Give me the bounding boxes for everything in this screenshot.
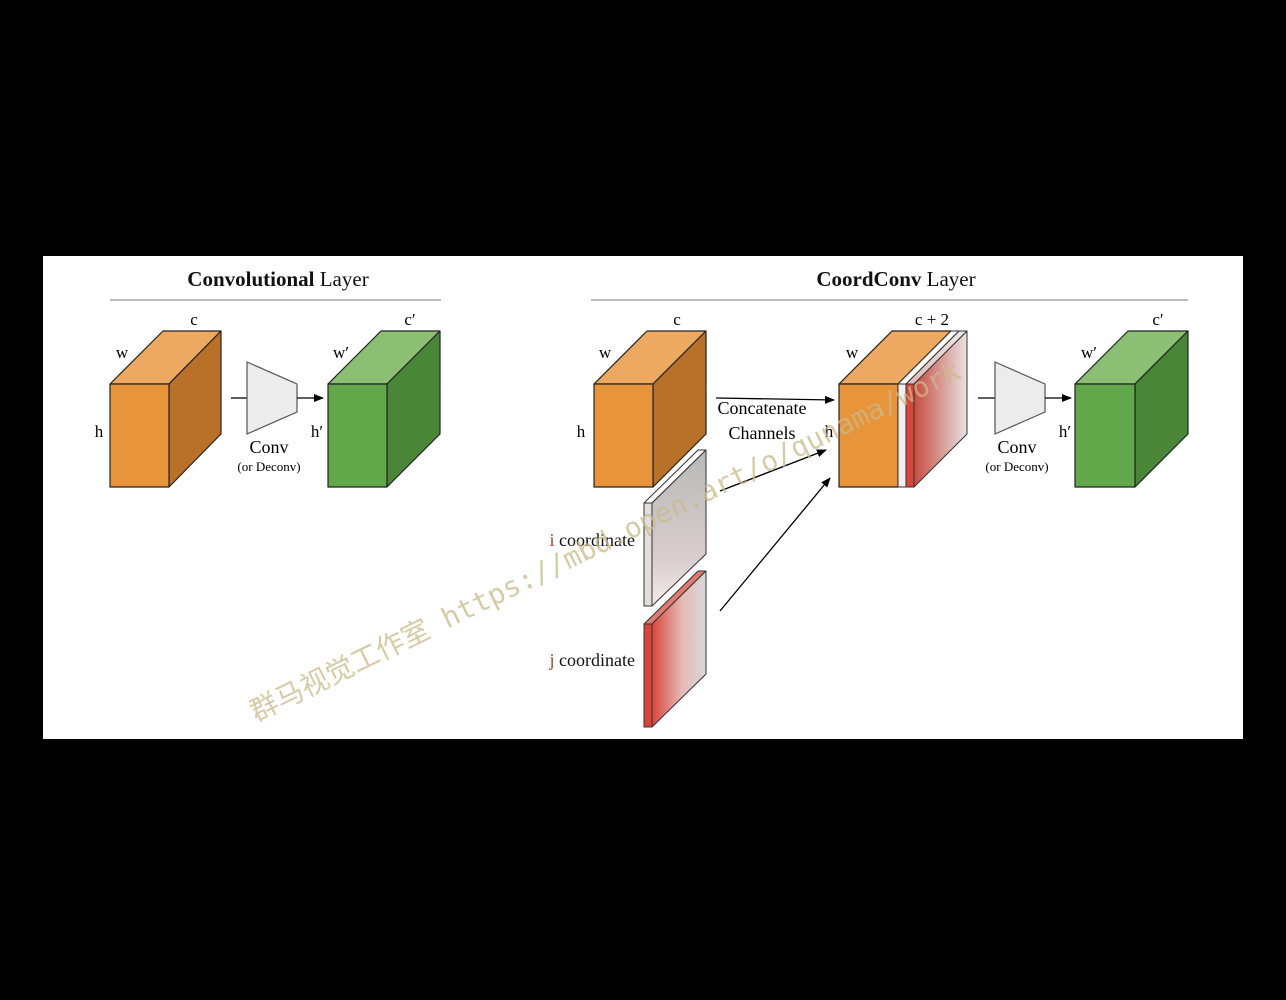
concat-arrow-i bbox=[719, 449, 827, 492]
right-input-c-label: c bbox=[673, 310, 681, 329]
right-output-tensor bbox=[1074, 330, 1189, 488]
left-output-tensor bbox=[327, 330, 441, 488]
i-coordinate-slab bbox=[643, 449, 707, 607]
left-conv-label: Conv bbox=[249, 437, 288, 457]
slab-front bbox=[905, 383, 915, 488]
left-output-c-label: c′ bbox=[404, 310, 415, 329]
left-conv-trapezoid bbox=[246, 361, 298, 435]
left-conv-sublabel: (or Deconv) bbox=[237, 459, 300, 474]
left-input-tensor bbox=[109, 330, 222, 488]
right-input-h-label: h bbox=[577, 422, 586, 441]
left-output-w-label: w′ bbox=[333, 343, 349, 362]
right-output-c-label: c′ bbox=[1152, 310, 1163, 329]
slab-front bbox=[643, 502, 653, 607]
concatenated-j-slab bbox=[905, 330, 968, 488]
right-input-tensor bbox=[593, 330, 707, 488]
cube-front bbox=[593, 383, 654, 488]
right-output-h-label: h′ bbox=[1059, 422, 1071, 441]
left-input-h-label: h bbox=[95, 422, 104, 441]
left-input-w-label: w bbox=[116, 343, 129, 362]
left-output-h-label: h′ bbox=[311, 422, 323, 441]
i-coordinate-label: i coordinate bbox=[550, 530, 635, 550]
right-conv-sublabel: (or Deconv) bbox=[985, 459, 1048, 474]
cube-front bbox=[838, 383, 899, 488]
concat-arrow-input bbox=[715, 395, 835, 404]
left-input-c-label: c bbox=[190, 310, 198, 329]
right-title: CoordConv Layer bbox=[816, 267, 975, 291]
right-output-w-label: w′ bbox=[1081, 343, 1097, 362]
mid-h-label: h bbox=[825, 422, 834, 441]
j-coordinate-slab bbox=[643, 570, 707, 728]
mid-c-label: c + 2 bbox=[915, 310, 949, 329]
cube-front bbox=[1074, 383, 1136, 488]
concat-arrow-j bbox=[719, 477, 831, 612]
j-coordinate-label: j coordinate bbox=[549, 650, 635, 670]
cube-front bbox=[327, 383, 388, 488]
cube-front bbox=[109, 383, 170, 488]
concat-label-line2: Channels bbox=[729, 423, 796, 443]
right-input-w-label: w bbox=[599, 343, 612, 362]
right-conv-trapezoid bbox=[994, 361, 1046, 435]
figure-panel bbox=[43, 256, 1243, 739]
slab-front bbox=[643, 623, 653, 728]
right-conv-label: Conv bbox=[997, 437, 1036, 457]
left-title: Convolutional Layer bbox=[187, 267, 368, 291]
mid-w-label: w bbox=[846, 343, 859, 362]
concat-label-line1: Concatenate bbox=[718, 398, 807, 418]
